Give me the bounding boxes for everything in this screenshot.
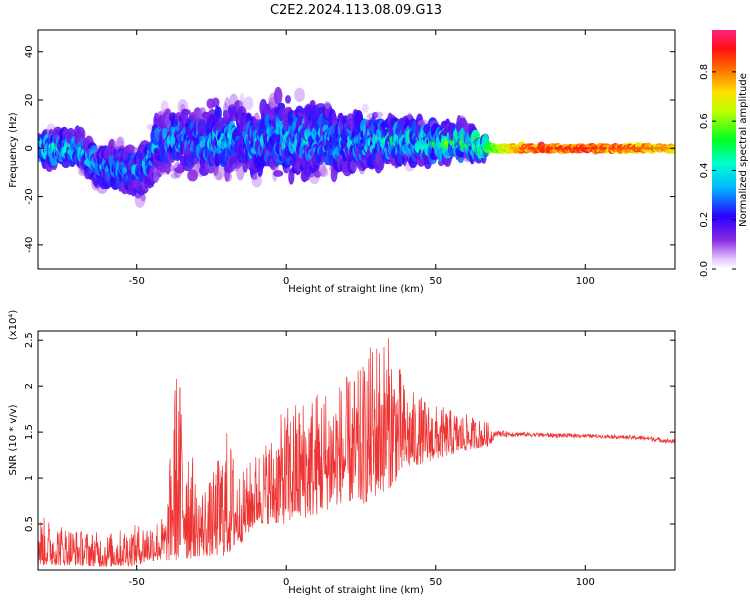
spectrogram-y-axis-label: Frequency (Hz) — [8, 112, 19, 188]
heatmap-cell — [224, 97, 230, 110]
snr-x-tick-label: 100 — [576, 577, 595, 588]
heatmap-cell — [140, 193, 146, 202]
spectrogram-frame — [37, 29, 676, 270]
heatmap-core-cell — [617, 146, 626, 150]
snr-series-line — [38, 338, 675, 568]
heatmap-cell — [361, 103, 369, 114]
snr-plot-area — [38, 331, 675, 570]
spectrogram-y-tick-label: 0 — [24, 145, 35, 151]
heatmap-core-cell — [563, 146, 572, 150]
heatmap-cell — [373, 111, 384, 118]
heatmap-core-cell — [644, 146, 653, 150]
heatmap-core-cell — [554, 146, 563, 150]
heatmap-core-cell — [536, 146, 545, 150]
figure-title: C2E2.2024.113.08.09.G13 — [270, 3, 442, 18]
heatmap-core-cell — [581, 146, 590, 150]
heatmap-cell — [407, 112, 413, 120]
colorbar-tick-label: 0.0 — [699, 261, 710, 277]
spectrogram-x-tick-label: 0 — [283, 276, 289, 287]
snr-y-tick-label: 0.5 — [24, 516, 35, 532]
heatmap-cell — [243, 96, 254, 111]
snr-y-tick-label: 1.5 — [24, 424, 35, 440]
spectrogram-y-tick-label: -40 — [24, 237, 35, 253]
snr-x-axis-label: Height of straight line (km) — [288, 585, 424, 596]
spectrogram-y-axis: -40 -20 0 20 40 — [24, 45, 675, 253]
heatmap-core-cell — [527, 146, 536, 150]
spectrogram-y-tick-label: 40 — [24, 45, 35, 58]
heatmap-cell — [251, 173, 262, 188]
heatmap-core-cell — [608, 146, 617, 150]
heatmap-cell — [207, 165, 215, 174]
heatmap-core-cell — [626, 146, 635, 150]
heatmap-cell — [285, 94, 291, 104]
heatmap-core-cell — [509, 146, 518, 150]
snr-y-multiplier: (x10⁴) — [8, 310, 19, 341]
snr-y-tick-label: 1 — [24, 475, 35, 481]
heatmap-cell — [181, 109, 191, 116]
heatmap-cell — [236, 163, 245, 181]
heatmap-cell — [211, 97, 220, 108]
heatmap-cell — [273, 170, 284, 177]
snr-y-axis: 0.5 1 1.5 2 2.5 — [24, 332, 675, 532]
colorbar: 0.0 0.2 0.4 0.6 0.8 Normalized spectral ampl… — [699, 30, 749, 277]
snr-x-tick-label: -50 — [129, 577, 145, 588]
heatmap-core-cell — [662, 146, 671, 150]
colorbar-tick-label: 0.4 — [699, 162, 710, 178]
heatmap-core-cell — [491, 146, 500, 150]
heatmap-cell — [208, 113, 216, 123]
spectrogram-x-tick-label: 50 — [429, 276, 442, 287]
heatmap-cell — [128, 146, 139, 155]
spectrogram-y-tick-label: -20 — [24, 188, 35, 204]
heatmap-cell — [320, 167, 329, 178]
spectrogram-y-tick-label: 20 — [24, 94, 35, 107]
heatmap-core-cell — [572, 146, 581, 150]
heatmap-core-cell — [599, 146, 608, 150]
heatmap-core-cell — [545, 146, 554, 150]
heatmap-cell — [213, 165, 225, 181]
snr-y-axis-label: SNR (10 * v/v) — [8, 404, 19, 475]
colorbar-tick-label: 0.6 — [699, 113, 710, 129]
heatmap-core-cell — [500, 146, 509, 150]
heatmap-cell — [294, 87, 305, 103]
colorbar-tick-label: 0.2 — [699, 212, 710, 228]
heatmap-core-cell — [653, 146, 662, 150]
snr-x-tick-label: 0 — [283, 577, 289, 588]
spectrogram-x-axis-label: Height of straight line (km) — [288, 284, 424, 295]
heatmap-core-cell — [482, 146, 491, 150]
snr-x-tick-label: 50 — [429, 577, 442, 588]
colorbar-gradient — [712, 30, 736, 269]
heatmap-cell — [215, 106, 222, 120]
colorbar-tick-label: 0.8 — [699, 64, 710, 80]
colorbar-ticks: 0.0 0.2 0.4 0.6 0.8 — [699, 64, 736, 277]
heatmap-cell — [239, 93, 245, 110]
snr-y-tick-label: 2.5 — [24, 332, 35, 348]
snr-panel: -50 0 50 100 0.5 1 1.5 2 2.5 Height of straight… — [8, 310, 676, 596]
spectrogram-heatmap — [38, 86, 675, 208]
heatmap-core-cell — [518, 146, 527, 150]
heatmap-cell — [324, 100, 331, 109]
heatmap-core-cell — [590, 146, 599, 150]
heatmap-cell — [273, 86, 283, 105]
heatmap-cell — [417, 119, 428, 126]
heatmap-cell — [225, 170, 233, 182]
spectrogram-x-axis: -50 0 50 100 — [129, 30, 595, 287]
colorbar-label: Normalized spectral amplitude — [738, 73, 749, 227]
heatmap-cell — [164, 164, 175, 173]
snr-x-axis: -50 0 50 100 — [129, 331, 595, 588]
snr-y-tick-label: 2 — [24, 383, 35, 389]
spectrogram-panel: -50 0 50 100 -40 -20 0 20 40 Height of straight… — [8, 29, 676, 295]
heatmap-core-cell — [635, 146, 644, 150]
spectrogram-x-tick-label: 100 — [576, 276, 595, 287]
snr-frame — [37, 330, 676, 571]
spectrogram-x-tick-label: -50 — [129, 276, 145, 287]
